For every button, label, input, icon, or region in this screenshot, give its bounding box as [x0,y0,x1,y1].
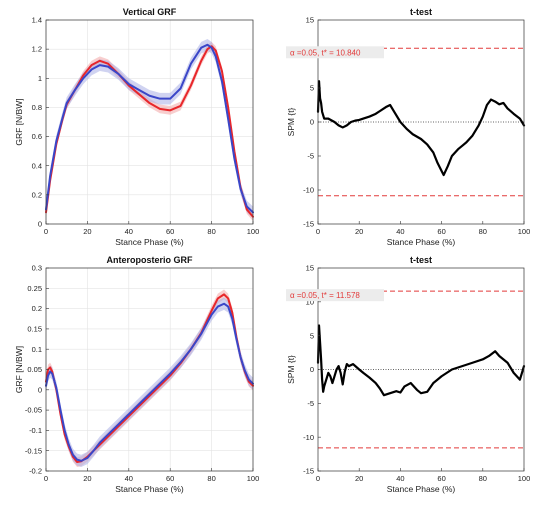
y-tick-label: 0.1 [32,345,42,354]
y-tick-label: 10 [306,297,314,306]
y-tick-label: 0.15 [27,325,42,334]
y-tick-label: 15 [306,16,314,25]
y-tick-label: 0.4 [32,161,42,170]
y-axis-label: GRF [N/BW] [14,98,24,145]
x-tick-label: 20 [83,227,91,236]
x-tick-label: 0 [44,227,48,236]
y-tick-label: 15 [306,264,314,273]
series-line-1 [45,302,254,462]
chart-title: t-test [410,7,432,17]
series-band-1 [46,38,253,219]
series-line-0 [45,45,254,218]
x-tick-label: 20 [355,474,363,483]
x-tick-label: 60 [437,227,445,236]
x-tick-label: 100 [247,227,260,236]
x-axis-label: Stance Phase (%) [115,484,184,494]
x-tick-label: 100 [518,474,531,483]
y-tick-label: -0.2 [29,467,42,476]
x-tick-label: 100 [247,474,260,483]
x-tick-label: 20 [83,474,91,483]
y-tick-label: -10 [303,433,314,442]
y-tick-label: 5 [310,331,314,340]
y-tick-label: 0.3 [32,264,42,273]
y-tick-label: 0.2 [32,190,42,199]
y-tick-label: 1.4 [32,16,42,25]
x-axis-label: Stance Phase (%) [387,237,456,247]
x-tick-label: 80 [207,227,215,236]
x-tick-label: 40 [396,227,404,236]
y-tick-label: 0 [38,220,42,229]
y-tick-label: 0 [310,365,314,374]
y-tick-label: -10 [303,186,314,195]
x-axis-label: Stance Phase (%) [387,484,456,494]
series-band-0 [46,289,253,467]
series-band-1 [46,297,253,467]
y-tick-label: 0.6 [32,132,42,141]
series-line-1 [45,43,254,214]
x-tick-label: 60 [166,227,174,236]
x-tick-label: 0 [316,474,320,483]
y-tick-label: 1 [38,74,42,83]
y-tick-label: -15 [303,467,314,476]
x-axis-label: Stance Phase (%) [115,237,184,247]
threshold-annotation: α =0.05, t* = 11.578 [290,291,360,300]
series-line-0 [45,293,254,464]
x-tick-label: 0 [44,474,48,483]
chart-panel-3: 0 20 40 60 80 100 -15 -10 -5 0 5 10 15 t-test Stance P… [286,255,530,494]
annotation-box [286,46,384,59]
chart-title: t-test [410,255,432,265]
x-tick-label: 80 [207,474,215,483]
y-axis-label: SPM {t} [286,355,296,384]
y-axis-label: SPM {t} [286,107,296,136]
axes-frame [45,19,254,225]
chart-panel-0: 0 20 40 60 80 100 0 0.2 0.4 0.6 0.8 1 1.2 1.4 Vertical… [14,7,259,247]
chart-title: Anteroposterio GRF [106,255,193,265]
x-tick-label: 0 [316,227,320,236]
y-tick-label: 0 [310,118,314,127]
y-tick-label: 0.25 [27,284,42,293]
y-tick-label: 1.2 [32,45,42,54]
x-tick-label: 40 [125,474,133,483]
x-tick-label: 100 [518,227,531,236]
y-tick-label: 5 [310,84,314,93]
x-tick-label: 60 [437,474,445,483]
y-tick-label: 0.2 [32,304,42,313]
x-tick-label: 80 [479,227,487,236]
series-line-0 [316,324,526,397]
chart-panel-2: 0 20 40 60 80 100 -0.2 -0.15 -0.1 -0.05 0 0.05 0.1 0.… [14,255,259,494]
annotation-box [286,289,384,302]
y-tick-label: 0.05 [27,365,42,374]
y-tick-label: -0.1 [29,426,42,435]
y-tick-label: 0.8 [32,103,42,112]
y-tick-label: -0.15 [25,446,42,455]
threshold-annotation: α =0.05, t* = 10.840 [290,48,361,57]
y-tick-label: 0 [38,385,42,394]
y-tick-label: -5 [307,152,314,161]
x-tick-label: 20 [355,227,363,236]
series-line-0 [316,80,526,177]
y-tick-label: -5 [307,399,314,408]
chart-title: Vertical GRF [123,7,177,17]
y-tick-label: -0.05 [25,406,42,415]
x-tick-label: 40 [396,474,404,483]
x-tick-label: 40 [125,227,133,236]
x-tick-label: 60 [166,474,174,483]
y-axis-label: GRF [N/BW] [14,346,24,393]
x-tick-label: 80 [479,474,487,483]
y-tick-label: -15 [303,220,314,229]
